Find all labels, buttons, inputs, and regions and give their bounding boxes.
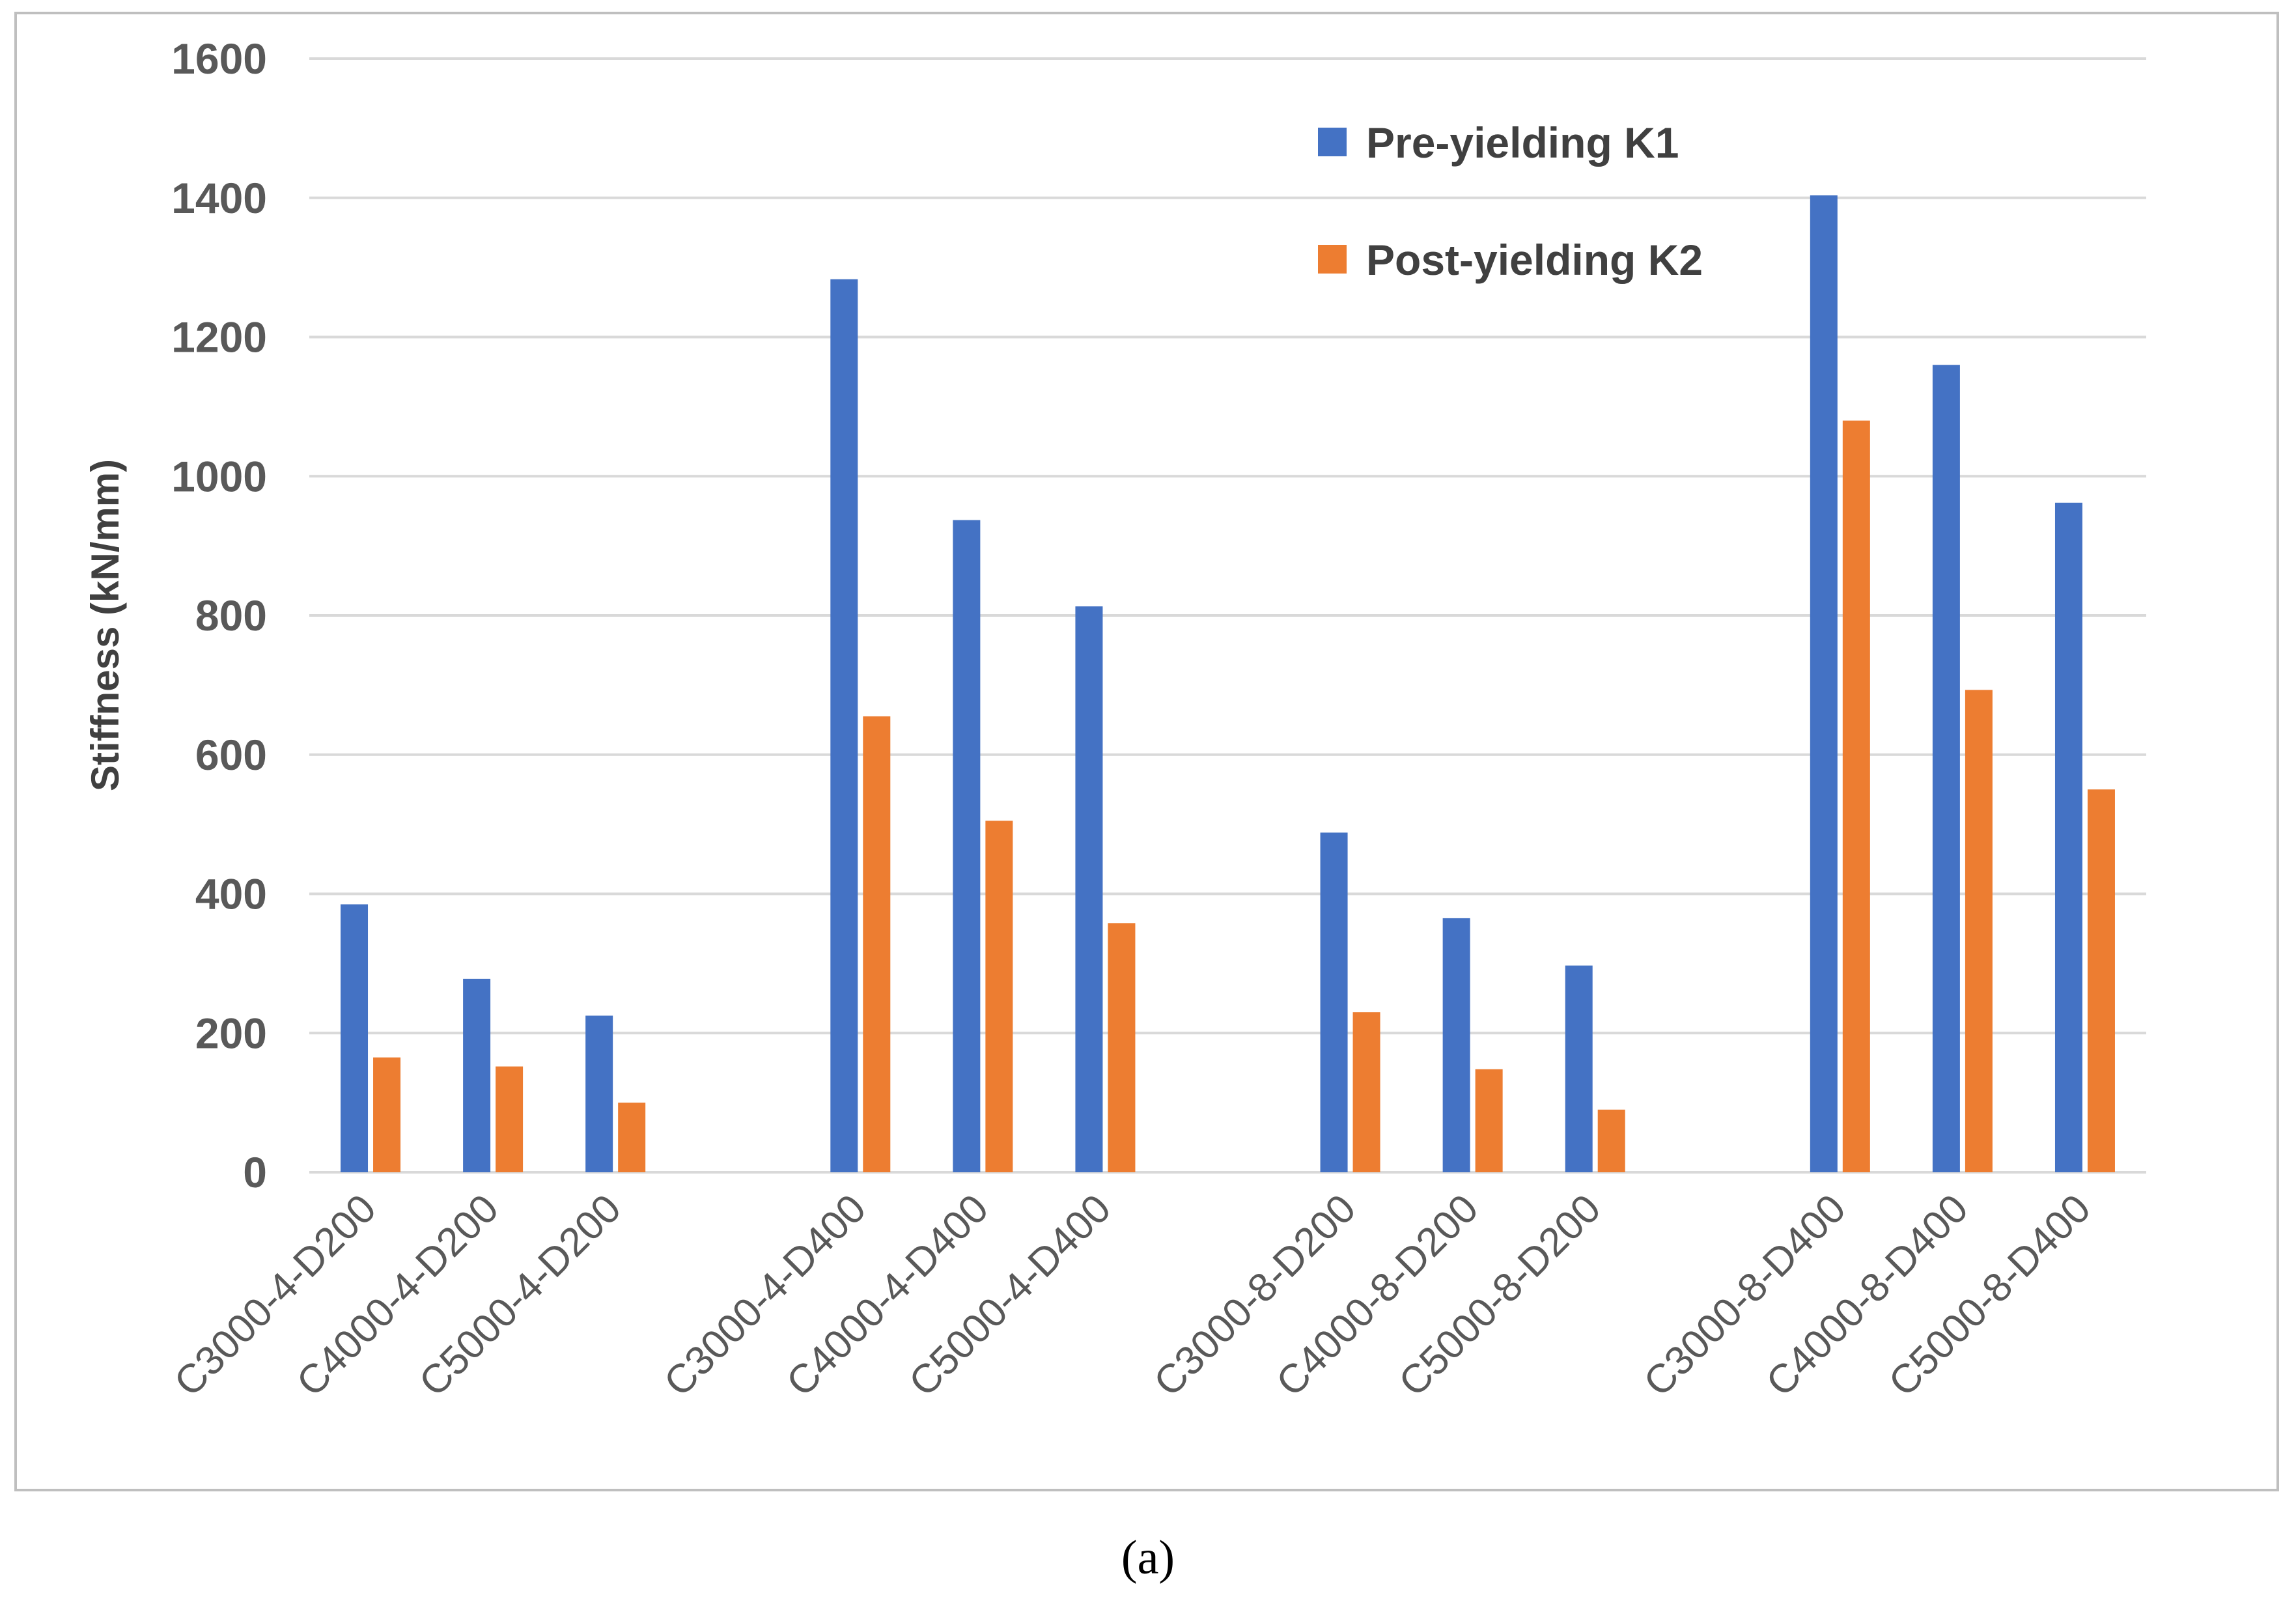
bar-k2-c3000-4-d200 bbox=[373, 1057, 401, 1172]
bar-k1-c5000-8-d200 bbox=[1565, 965, 1593, 1172]
legend: Pre-yielding K1 Post-yielding K2 bbox=[1240, 107, 1905, 284]
bar-k2-c4000-4-d200 bbox=[496, 1066, 524, 1172]
legend-background bbox=[1240, 107, 1905, 195]
bars bbox=[341, 143, 2115, 1173]
bar-k1-c4000-4-d400 bbox=[953, 520, 981, 1172]
y-tick-label: 600 bbox=[195, 731, 267, 779]
bar-k1-c4000-8-d400 bbox=[1932, 365, 1960, 1172]
bar-k2-c5000-8-d400 bbox=[2087, 789, 2115, 1172]
bar-k1-c4000-8-d200 bbox=[1442, 918, 1470, 1172]
y-tick-label: 200 bbox=[195, 1009, 267, 1057]
y-axis-ticks: 0 200 400 600 800 1000 1200 1400 1600 bbox=[171, 35, 267, 1196]
bar-k1-c3000-4-d400 bbox=[830, 279, 858, 1173]
y-tick-label: 1000 bbox=[171, 452, 267, 500]
chart-frame bbox=[14, 12, 2279, 1491]
bar-k2-c3000-8-d400 bbox=[1842, 420, 1870, 1172]
bar-k2-c5000-4-d200 bbox=[618, 1103, 646, 1172]
bar-k1-c3000-4-d200 bbox=[341, 904, 369, 1172]
y-tick-label: 400 bbox=[195, 870, 267, 918]
bar-k1-c3000-8-d400 bbox=[1810, 143, 1838, 1173]
y-axis-title: Stiffness (kN/mm) bbox=[83, 459, 127, 791]
y-tick-label: 0 bbox=[243, 1148, 267, 1196]
gridlines bbox=[309, 57, 2146, 1174]
bar-k2-c3000-4-d400 bbox=[863, 716, 891, 1172]
bar-k1-c5000-4-d200 bbox=[585, 1015, 613, 1172]
figure-caption: (a) bbox=[1121, 1531, 1175, 1585]
bar-k2-c3000-8-d200 bbox=[1352, 1012, 1380, 1172]
y-tick-label: 1200 bbox=[171, 313, 267, 361]
legend-label-k2: Post-yielding K2 bbox=[1366, 236, 1703, 284]
legend-swatch-k2 bbox=[1318, 245, 1347, 274]
bar-k1-c5000-4-d400 bbox=[1075, 606, 1103, 1172]
y-tick-label: 1400 bbox=[171, 174, 267, 222]
bar-k2-c5000-4-d400 bbox=[1108, 923, 1136, 1172]
bar-k1-c4000-4-d200 bbox=[463, 978, 491, 1172]
bar-k2-c4000-8-d200 bbox=[1475, 1069, 1503, 1172]
legend-swatch-k1 bbox=[1318, 128, 1347, 156]
bar-k2-c4000-4-d400 bbox=[985, 821, 1013, 1172]
bar-k1-c5000-8-d400 bbox=[2054, 502, 2082, 1172]
y-tick-label: 1600 bbox=[171, 35, 267, 83]
bar-k2-c5000-8-d200 bbox=[1597, 1109, 1625, 1172]
bar-k1-c3000-8-d200 bbox=[1320, 832, 1348, 1172]
bar-k2-c4000-8-d400 bbox=[1965, 690, 1993, 1172]
y-tick-label: 800 bbox=[195, 591, 267, 640]
legend-label-k1: Pre-yielding K1 bbox=[1366, 119, 1679, 167]
